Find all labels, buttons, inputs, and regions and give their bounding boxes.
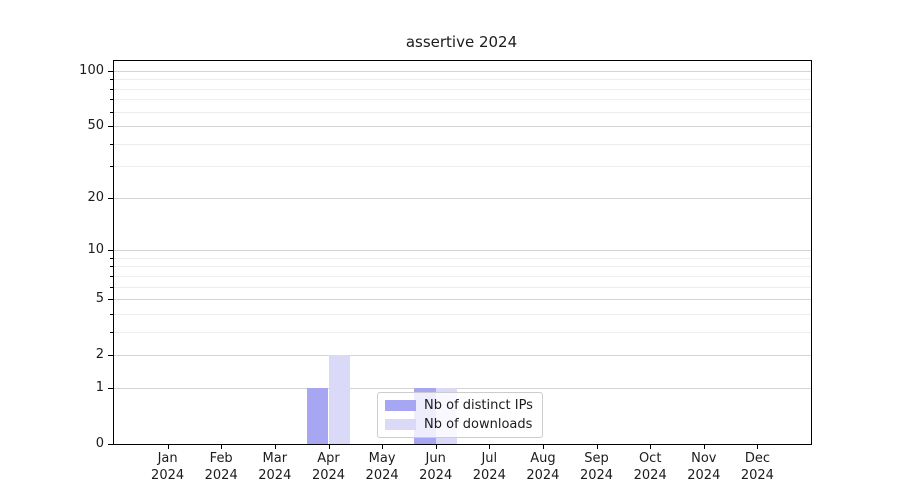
bar [307,387,329,444]
y-tick-label: 0 [95,436,104,451]
x-tick-label: Oct 2024 [633,451,667,483]
x-tick-mark [382,445,384,449]
y-tick-label: 5 [95,291,104,307]
minor-gridline [114,88,811,90]
y-minor-tick-mark [110,266,113,268]
y-tick-mark [108,250,113,252]
x-tick-label: May 2024 [365,451,399,483]
y-tick-label: 20 [87,189,104,205]
x-tick-mark [757,445,759,449]
x-tick-mark [650,445,652,449]
y-tick-label: 2 [95,347,104,363]
x-tick-label: Apr 2024 [311,451,346,483]
x-tick-label: Jan 2024 [151,451,185,483]
legend-label-distinct-ips: Nb of distinct IPs [424,398,533,413]
minor-gridline [114,266,811,268]
x-tick-mark [274,445,276,449]
minor-gridline [114,286,811,288]
y-minor-tick-mark [110,166,113,168]
y-minor-tick-mark [110,331,113,333]
minor-gridline [114,99,811,101]
y-tick-mark [108,299,113,301]
y-tick-mark [108,197,113,199]
y-tick-mark [108,444,113,445]
major-gridline [114,355,811,357]
legend-row: Nb of distinct IPs [385,398,533,413]
major-gridline [114,126,811,127]
x-tick-label: Aug 2024 [526,451,560,483]
legend-swatch-downloads [385,419,416,430]
x-tick-label: Dec 2024 [740,451,774,483]
minor-gridline [114,275,811,277]
major-gridline [114,387,811,389]
minor-gridline [114,143,811,145]
y-tick-label: 1 [95,379,104,395]
minor-gridline [114,79,811,81]
major-gridline [114,197,811,199]
x-tick-mark [489,445,491,449]
x-tick-mark [596,445,598,449]
major-gridline [114,250,811,252]
y-minor-tick-mark [110,257,113,259]
major-gridline [114,70,811,72]
x-tick-label: Mar 2024 [258,451,292,483]
minor-gridline [114,331,811,333]
y-tick-mark [108,355,113,357]
major-gridline [114,299,811,301]
y-minor-tick-mark [110,99,113,101]
y-tick-mark [108,70,113,72]
minor-gridline [114,111,811,113]
y-minor-tick-mark [110,313,113,315]
y-tick-mark [108,387,113,389]
x-tick-mark [328,445,330,449]
legend-row: Nb of downloads [385,417,533,432]
x-tick-label: Feb 2024 [204,451,238,483]
y-tick-mark [108,126,113,127]
x-tick-mark [221,445,223,449]
chart-title: assertive 2024 [405,33,518,51]
y-minor-tick-mark [110,88,113,90]
legend-swatch-distinct-ips [385,400,416,411]
x-tick-label: Jun 2024 [419,451,453,483]
plot-area: Nb of distinct IPs Nb of downloads [113,60,812,445]
x-tick-mark [167,445,169,449]
x-tick-mark [703,445,705,449]
bar [328,355,350,444]
x-tick-label: Nov 2024 [687,451,721,483]
y-tick-label: 10 [87,242,104,258]
x-tick-mark [435,445,437,449]
y-minor-tick-mark [110,275,113,277]
y-minor-tick-mark [110,143,113,145]
x-tick-label: Sep 2024 [579,451,614,483]
y-minor-tick-mark [110,111,113,113]
legend-label-downloads: Nb of downloads [424,417,533,432]
minor-gridline [114,166,811,168]
minor-gridline [114,313,811,315]
y-tick-label: 50 [87,118,104,133]
x-tick-mark [542,445,544,449]
minor-gridline [114,257,811,259]
y-minor-tick-mark [110,79,113,81]
legend: Nb of distinct IPs Nb of downloads [377,392,543,438]
y-tick-label: 100 [79,62,104,78]
x-tick-label: Jul 2024 [472,451,506,483]
y-minor-tick-mark [110,286,113,288]
